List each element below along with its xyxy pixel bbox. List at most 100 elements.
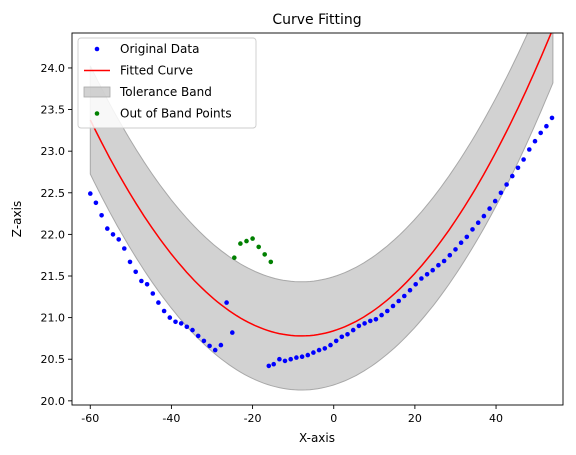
original-data-point [453,247,458,252]
original-data-point [333,338,339,344]
legend-marker-patch [83,86,111,98]
original-data-point [458,240,464,245]
original-data-point [424,272,430,277]
original-data-point [277,356,282,362]
original-data-point [150,291,156,296]
legend: Original Data Fitted Curve Tolerance Band O… [77,37,257,129]
original-data-point [407,287,413,293]
x-tick-label: -20 [244,412,262,425]
original-data-point [316,347,322,353]
y-tick-label: 23.0 [41,145,66,158]
original-data-point [350,327,356,333]
original-data-point [173,319,178,325]
legend-label: Out of Band Points [120,107,232,121]
y-tick-label: 20.5 [41,353,66,366]
fitted-curve [89,33,552,337]
legend-label: Tolerance Band [119,85,212,99]
original-data-point [266,363,272,369]
original-data-point [311,350,316,355]
original-data-point [464,234,470,240]
y-tick-label: 21.0 [41,312,66,325]
original-data-point [544,123,549,129]
legend-label: Fitted Curve [120,64,193,78]
original-data-point [532,138,538,144]
original-data-point [510,173,515,179]
original-data-point [538,130,543,136]
chart-title: Curve Fitting [272,12,361,28]
original-data-point [379,312,384,318]
original-data-point [167,315,173,320]
original-data-point [156,300,161,305]
original-data-point [441,258,447,264]
y-tick-label: 21.5 [41,270,66,283]
original-data-point [447,252,453,258]
original-data-point [521,157,526,162]
x-tick-label: -60 [81,412,99,425]
original-data-point [305,352,311,358]
legend-label: Original Data [120,42,199,56]
original-data-point [481,213,487,219]
original-data-point [549,115,555,121]
out-of-band-points-point [268,259,274,265]
original-data-point [430,267,436,273]
y-tick-label: 22.0 [41,228,66,241]
original-data-point [322,346,328,351]
original-data-point [218,342,224,348]
original-data-point [207,343,212,349]
original-data-point [184,324,190,330]
original-data-point [413,282,419,287]
x-axis-ticks: -60 -40 -20 0 20 40 [81,405,503,425]
original-data-point [345,332,350,337]
original-data-point [139,278,144,284]
original-data-point [396,298,402,304]
out-of-band-points-point [262,252,268,257]
original-data-point [527,147,532,152]
original-data-point [99,213,104,218]
plot-area [88,33,555,391]
original-data-point [492,198,498,204]
original-data-point [385,308,390,314]
y-tick-label: 22.5 [41,187,66,200]
original-data-point [436,262,441,268]
x-tick-label: 0 [330,412,337,425]
original-data-point [498,190,504,196]
x-tick-label: 40 [489,412,503,425]
original-data-point [110,232,116,237]
original-data-point [105,226,110,231]
tolerance-band [89,33,554,391]
original-data-point [93,200,99,206]
original-data-point [201,338,207,344]
y-axis-label: Z-axis [10,201,24,237]
original-data-point [212,347,218,353]
original-data-point [133,269,138,275]
original-data-point [282,358,288,364]
original-data-point [224,300,229,305]
original-data-point [362,321,367,326]
original-data-point [144,282,150,287]
original-data-point [356,323,362,329]
original-data-point [402,293,407,299]
original-data-point [230,330,235,335]
original-data-point [373,317,379,322]
y-tick-label: 20.0 [41,395,66,408]
original-data-point [368,318,373,324]
original-data-point [88,191,93,196]
out-of-band-points-point [244,238,249,244]
original-data-point [504,182,509,187]
y-tick-label: 24.0 [41,62,66,75]
out-of-band-points-point [256,244,262,250]
y-tick-label: 23.5 [41,104,66,117]
y-axis-ticks: 20.0 20.5 21.0 21.5 22.0 22.5 23.0 23.5 24.0 [41,62,72,408]
plot-frame [71,32,564,406]
original-data-point [475,220,481,225]
original-data-point [116,237,121,242]
x-tick-label: 20 [408,412,422,425]
original-data-point [271,361,277,367]
original-data-point [178,321,184,326]
out-of-band-points-point [238,241,243,246]
original-data-point [161,308,167,314]
original-data-point [390,303,396,309]
original-data-point [328,342,333,348]
original-data-point [419,276,424,281]
